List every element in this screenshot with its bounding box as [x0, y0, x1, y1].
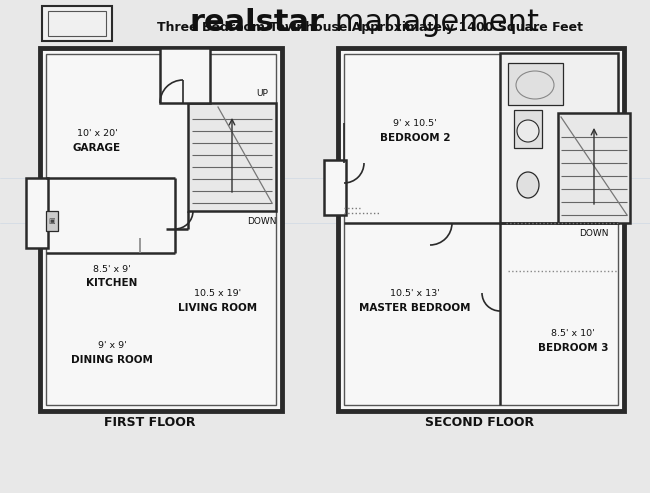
- Ellipse shape: [517, 172, 539, 198]
- Bar: [46, 54, 276, 405]
- Text: FIRST FLOOR: FIRST FLOOR: [104, 417, 196, 429]
- Bar: [338, 48, 624, 411]
- Bar: [508, 63, 563, 105]
- Text: SECOND FLOOR: SECOND FLOOR: [426, 417, 534, 429]
- Text: KITCHEN: KITCHEN: [86, 278, 138, 288]
- Text: 10.5' x 13': 10.5' x 13': [390, 289, 440, 298]
- Text: BEDROOM 3: BEDROOM 3: [538, 343, 608, 353]
- Text: 9' x 10.5': 9' x 10.5': [393, 119, 437, 129]
- Text: 10' x 20': 10' x 20': [77, 130, 117, 139]
- Text: DINING ROOM: DINING ROOM: [71, 355, 153, 365]
- Text: MASTER BEDROOM: MASTER BEDROOM: [359, 303, 471, 313]
- Text: DOWN: DOWN: [579, 228, 609, 238]
- Bar: [42, 6, 112, 41]
- Bar: [26, 178, 48, 248]
- Text: 9' x 9': 9' x 9': [98, 342, 126, 351]
- Bar: [188, 103, 276, 211]
- Bar: [40, 48, 282, 411]
- Text: GARAGE: GARAGE: [73, 143, 121, 153]
- Bar: [344, 54, 618, 405]
- Bar: [514, 110, 542, 148]
- Circle shape: [517, 120, 539, 142]
- Bar: [558, 113, 630, 223]
- Text: Three Bedroom Townhouse Approximately 1400 Square Feet: Three Bedroom Townhouse Approximately 14…: [157, 22, 583, 35]
- Bar: [48, 11, 106, 36]
- Text: LIVING ROOM: LIVING ROOM: [179, 303, 257, 313]
- Text: ▣: ▣: [49, 218, 55, 224]
- Text: UP: UP: [256, 89, 268, 98]
- Bar: [324, 160, 346, 215]
- Text: BEDROOM 2: BEDROOM 2: [380, 133, 450, 143]
- Text: 8.5' x 10': 8.5' x 10': [551, 329, 595, 339]
- Text: 10.5 x 19': 10.5 x 19': [194, 289, 242, 298]
- Text: 8.5' x 9': 8.5' x 9': [93, 265, 131, 274]
- Bar: [160, 48, 210, 103]
- Bar: [500, 53, 618, 223]
- Bar: [46, 211, 58, 231]
- Text: realstar: realstar: [190, 8, 325, 36]
- Text: DOWN: DOWN: [247, 216, 277, 225]
- Text: management: management: [325, 8, 539, 36]
